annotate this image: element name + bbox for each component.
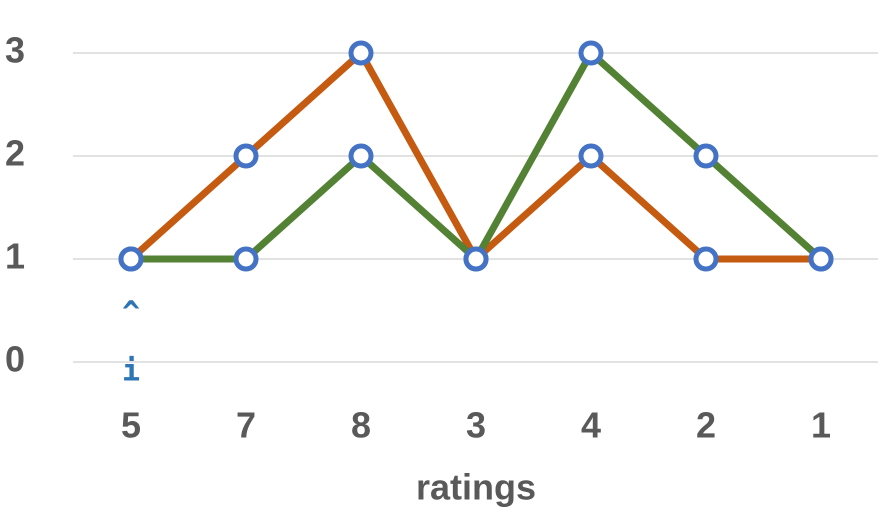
marker — [348, 143, 374, 169]
marker — [233, 246, 259, 272]
y-tick-label: 3 — [5, 30, 25, 71]
y-tick-label: 2 — [5, 133, 25, 174]
x-tick-label: 8 — [351, 405, 371, 446]
marker — [693, 143, 719, 169]
x-tick-label: 4 — [581, 405, 601, 446]
x-tick-label: 3 — [466, 405, 486, 446]
x-tick-label: 1 — [811, 405, 831, 446]
marker — [463, 246, 489, 272]
marker — [233, 143, 259, 169]
y-tick-label: 1 — [5, 236, 25, 277]
marker — [348, 40, 374, 66]
x-tick-label: 2 — [696, 405, 716, 446]
x-tick-label: 7 — [236, 405, 256, 446]
annotation: ^ — [122, 296, 140, 331]
marker — [578, 40, 604, 66]
x-axis-label: ratings — [416, 467, 536, 508]
x-tick-label: 5 — [121, 405, 141, 446]
marker — [808, 246, 834, 272]
marker — [578, 143, 604, 169]
annotation: i — [122, 354, 140, 389]
y-tick-label: 0 — [5, 339, 25, 380]
marker — [693, 246, 719, 272]
marker — [118, 246, 144, 272]
